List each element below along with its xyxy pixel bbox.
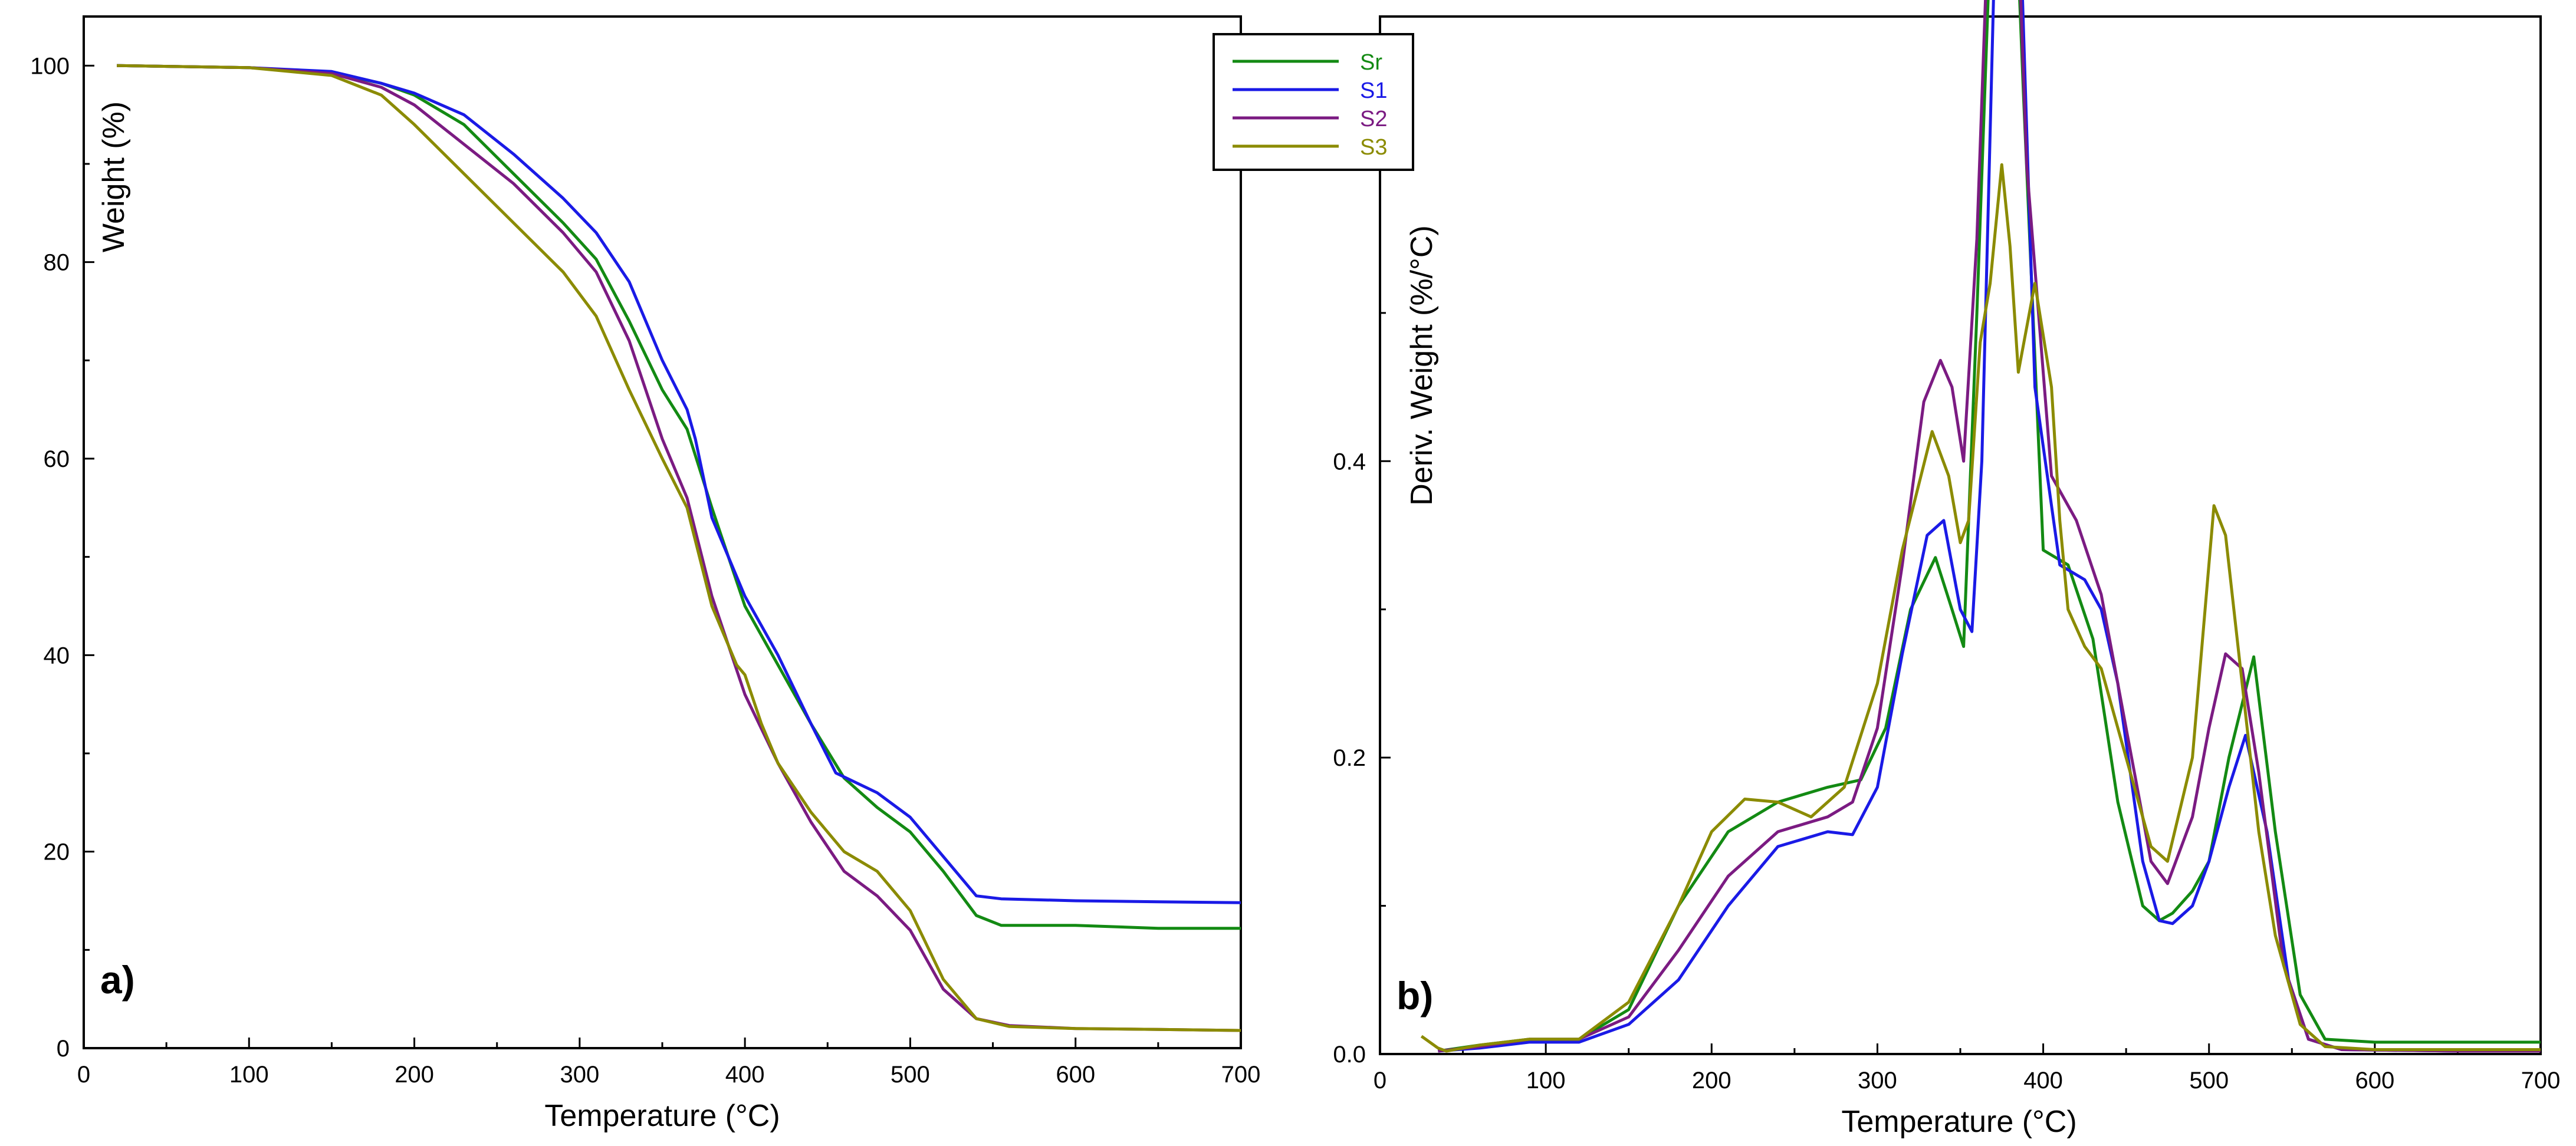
panel-a-x-axis-label: Temperature (°C) [544, 1099, 780, 1133]
panel-a-label: a) [100, 958, 135, 1002]
panel-b-x-tick-label: 200 [1692, 1068, 1731, 1094]
legend-label-s2: S2 [1360, 107, 1387, 131]
panel-a-x-tick-label: 700 [1221, 1062, 1261, 1088]
panel-b-series-s2 [1438, 0, 2541, 1053]
panel-b-series-s3 [1420, 163, 2541, 1053]
panel-a-series-s3 [117, 64, 1241, 1032]
panel-b-label: b) [1397, 974, 1433, 1017]
panel-b-x-tick-label: 700 [2521, 1068, 2561, 1094]
panel-b-y-tick-label: 0.2 [1333, 745, 1366, 771]
panel-a-y-tick-label: 60 [44, 446, 70, 472]
panel-b-x-tick-label: 400 [2023, 1068, 2063, 1094]
panel-b-x-tick-label: 0 [1374, 1068, 1386, 1094]
legend-label-s3: S3 [1360, 135, 1387, 160]
panel-a-x-tick-label: 500 [891, 1062, 930, 1088]
panel-a-y-axis-label: Weight (%) [97, 101, 131, 252]
panel-a-y-tick-label: 40 [44, 643, 70, 668]
panel-a-y-tick-label: 20 [44, 839, 70, 865]
legend-label-s1: S1 [1360, 78, 1387, 103]
panel-b-y-tick-label: 0.4 [1333, 449, 1366, 475]
panel-a-x-tick-label: 100 [229, 1062, 269, 1088]
panel-a-y-tick-label: 80 [44, 250, 70, 276]
panel-a-x-tick-label: 200 [395, 1062, 434, 1088]
panel-a-x-tick-label: 0 [77, 1062, 90, 1088]
panel-a-series-s1 [117, 64, 1241, 904]
panel-a-series-sr [117, 64, 1241, 930]
panel-b-x-tick-label: 100 [1526, 1068, 1566, 1094]
panel-b-x-axis-label: Temperature (°C) [1841, 1105, 2076, 1139]
legend-label-sr: Sr [1360, 50, 1382, 75]
panel-b-x-tick-label: 300 [1858, 1068, 1897, 1094]
panel-b-y-axis-label: Deriv. Weight (%/°C) [1405, 225, 1439, 505]
panel-b-series-s1 [1438, 0, 2541, 1053]
panel-a-y-tick-label: 0 [57, 1036, 70, 1062]
panel-b-x-tick-label: 600 [2355, 1068, 2394, 1094]
panel-b-chart: 0 100 200 300 400 500 600 700 0.0 0.2 0.4 Tempera… [1333, 0, 2560, 1139]
panel-a-x-tick-label: 300 [560, 1062, 599, 1088]
panel-b-x-tick-label: 500 [2189, 1068, 2229, 1094]
legend: Sr S1 S2 S3 [1213, 33, 1414, 171]
panel-b-series-sr [1438, 0, 2541, 1053]
panel-b-y-tick-label: 0.0 [1333, 1042, 1366, 1068]
panel-a-x-tick-label: 600 [1056, 1062, 1095, 1088]
panel-a-x-tick-label: 400 [725, 1062, 765, 1088]
panel-a-chart: 0 100 200 300 400 500 600 700 0 20 40 60 80 100 Temp… [30, 15, 1261, 1133]
panel-a-y-tick-label: 100 [30, 53, 70, 79]
